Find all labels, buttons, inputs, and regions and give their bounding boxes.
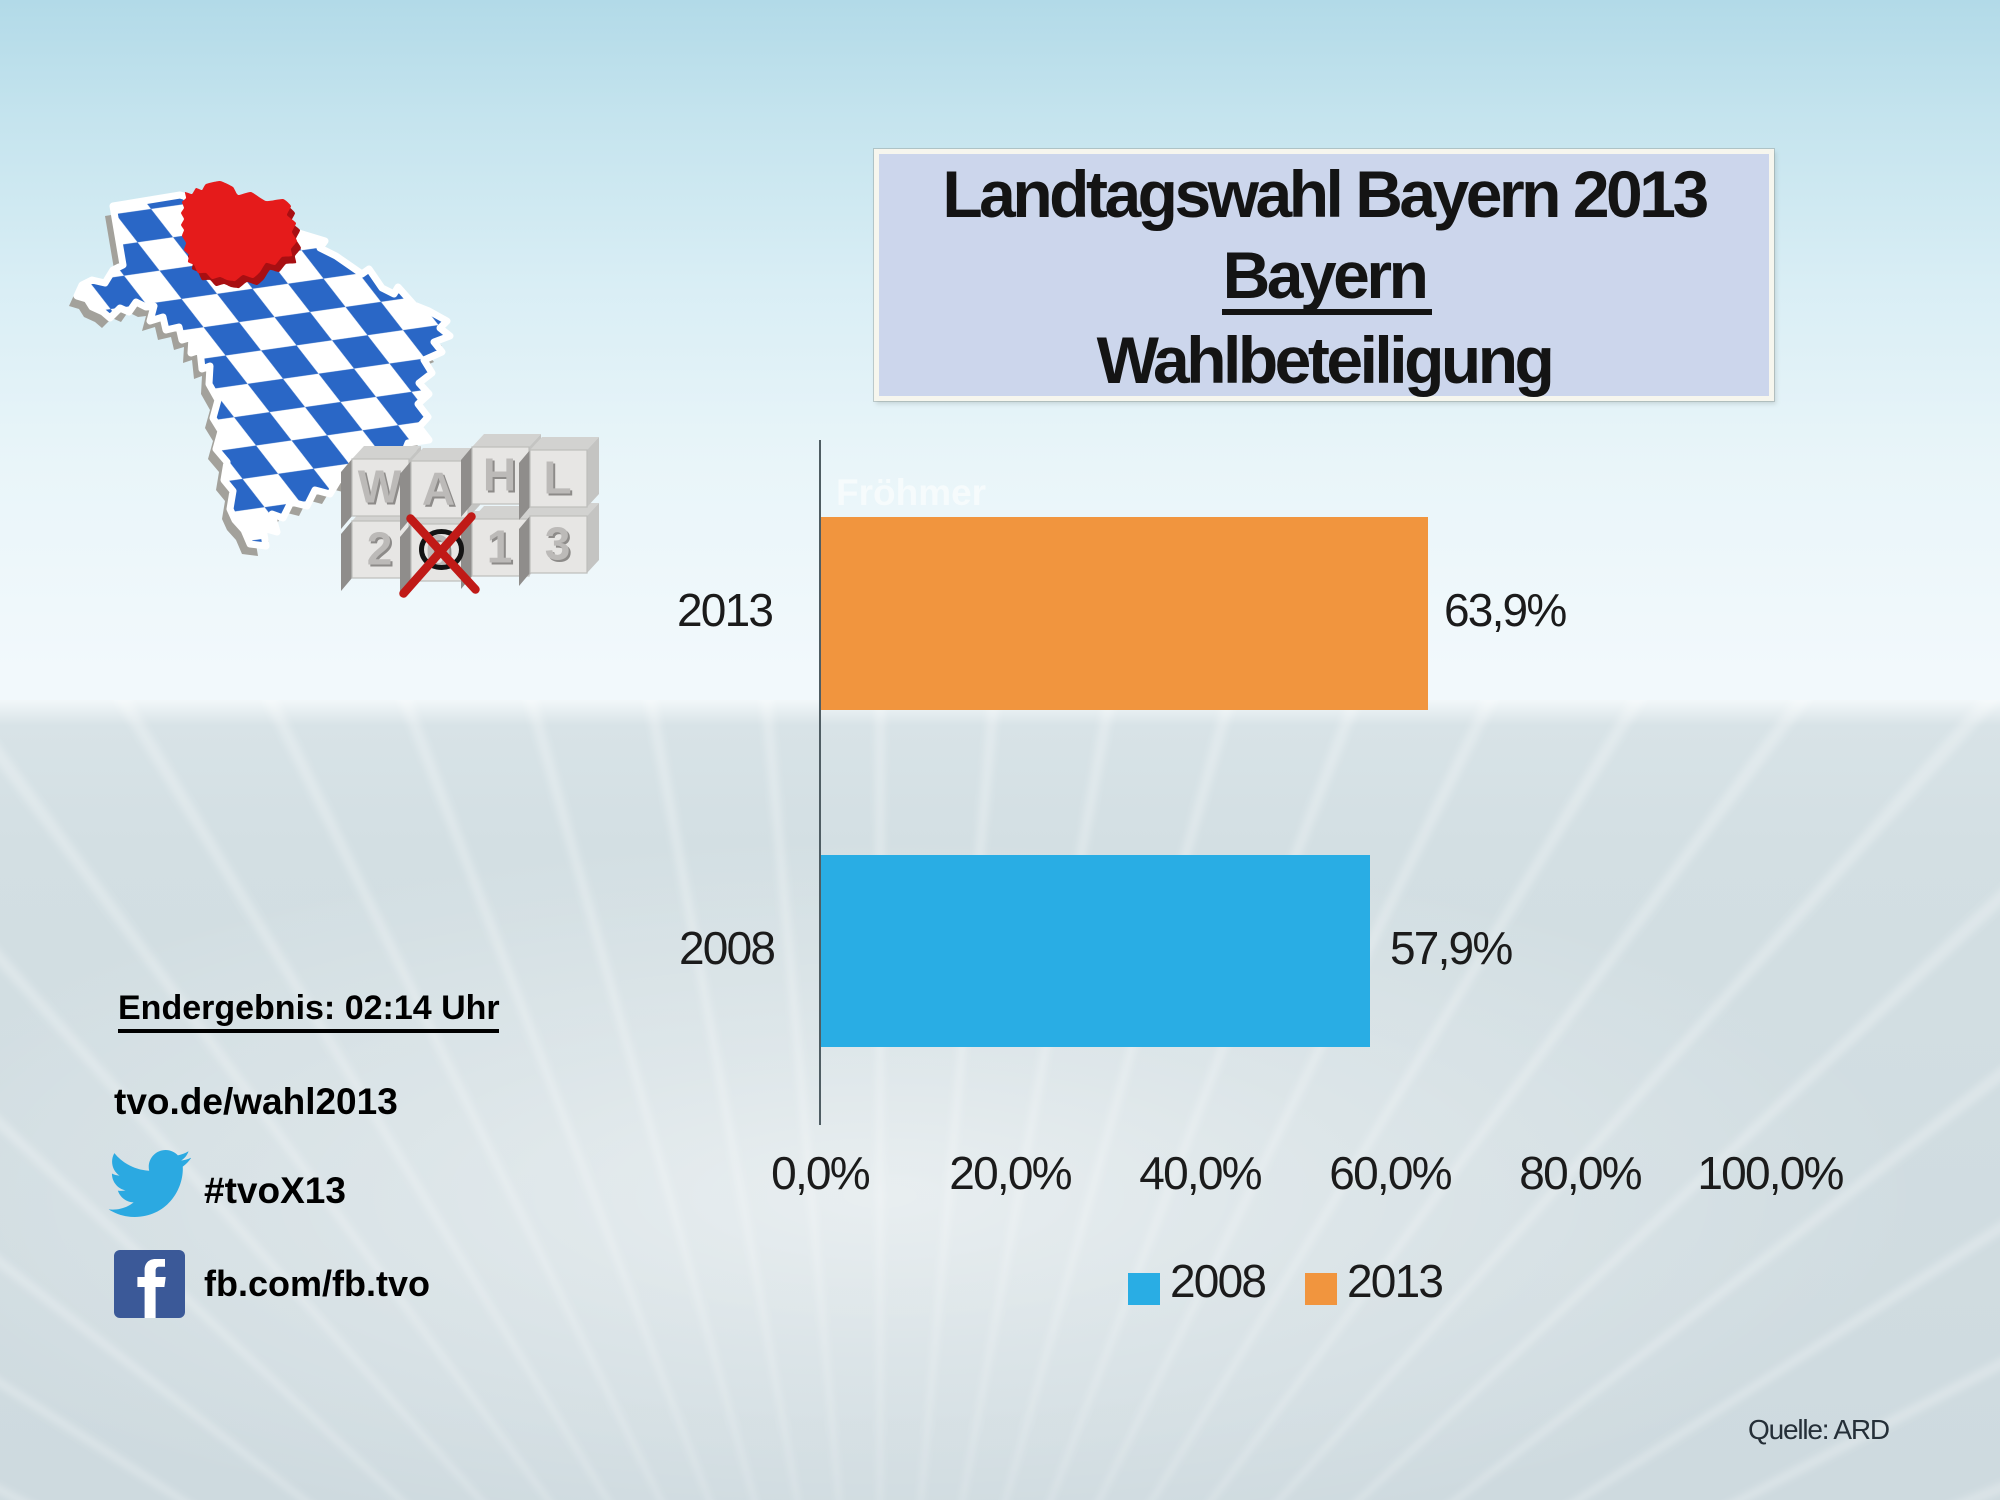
svg-text:1: 1 — [489, 523, 515, 575]
svg-text:H: H — [483, 449, 516, 501]
svg-text:3: 3 — [545, 518, 571, 570]
svg-text:A: A — [424, 465, 457, 517]
svg-text:A: A — [422, 463, 455, 515]
svg-text:2: 2 — [369, 525, 395, 577]
svg-text:2: 2 — [367, 523, 393, 575]
svg-text:L: L — [543, 452, 571, 504]
svg-text:3: 3 — [547, 520, 573, 572]
svg-text:1: 1 — [487, 521, 513, 573]
svg-text:H: H — [485, 451, 518, 503]
svg-text:W: W — [358, 461, 402, 513]
svg-text:W: W — [360, 463, 404, 515]
svg-text:L: L — [545, 454, 573, 506]
